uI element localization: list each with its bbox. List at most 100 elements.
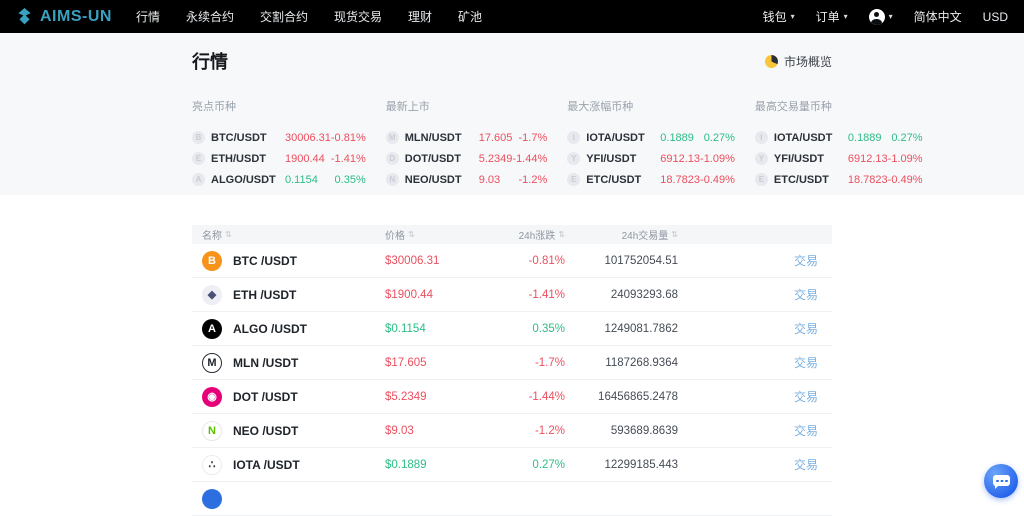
highlight-row[interactable]: Y YFI/USDT 6912.13 -1.09% <box>754 148 923 169</box>
coin-icon: Y <box>754 152 768 165</box>
nav-item-4[interactable]: 理财 <box>408 10 433 24</box>
highlight-column: 亮点币种 B BTC/USDT 30006.31 -0.81% E ETH/US… <box>192 98 366 190</box>
table-row[interactable]: M MLN /USDT $17.605 -1.7% 1187268.9364 交… <box>192 346 832 380</box>
highlight-row[interactable]: B BTC/USDT 30006.31 -0.81% <box>192 127 366 148</box>
table-row[interactable]: ∴ IOTA /USDT $0.1889 0.27% 12299185.443 … <box>192 448 832 482</box>
pair-price: 30006.31 <box>285 131 331 144</box>
highlight-row[interactable]: E ETH/USDT 1900.44 -1.41% <box>192 148 366 169</box>
coin-icon: E <box>567 173 581 186</box>
nav-item-3[interactable]: 现货交易 <box>333 10 382 24</box>
coin-icon: N <box>385 173 399 186</box>
nav-item-0[interactable]: 行情 <box>135 10 160 24</box>
trade-link[interactable]: 交易 <box>793 356 818 370</box>
header-volume[interactable]: 24h交易量 ⇅ <box>621 230 678 242</box>
table-row-partial[interactable] <box>192 482 832 516</box>
top-navbar: AIMS-UN 行情 永续合约 交割合约 现货交易 理财 矿池 钱包 ▾ 订单 ▾ ▾ 简… <box>0 0 1024 33</box>
highlight-row[interactable]: I IOTA/USDT 0.1889 0.27% <box>567 127 735 148</box>
volume-value: 1187268.9364 <box>605 356 678 369</box>
price-value: $0.1889 <box>385 458 427 471</box>
highlight-row[interactable]: I IOTA/USDT 0.1889 0.27% <box>754 127 923 148</box>
pair-label: ETC/USDT <box>773 173 829 186</box>
pair-change: 0.27% <box>891 131 923 144</box>
orders-menu[interactable]: 订单 ▾ <box>816 8 848 25</box>
language-label: 简体中文 <box>913 10 962 24</box>
pair-label: DOT /USDT <box>233 389 298 404</box>
highlight-row[interactable]: D DOT/USDT 5.2349 -1.44% <box>385 148 547 169</box>
pair-label: IOTA/USDT <box>773 131 833 144</box>
wallet-menu[interactable]: 钱包 ▾ <box>763 8 795 25</box>
trade-link[interactable]: 交易 <box>793 322 818 336</box>
brand-name: AIMS-UN <box>40 7 112 25</box>
pair-label: ETH /USDT <box>233 287 297 302</box>
header-name[interactable]: 名称 ⇅ <box>202 230 232 242</box>
nav-item-5[interactable]: 矿池 <box>458 10 483 24</box>
trade-link[interactable]: 交易 <box>793 424 818 438</box>
pair-label: IOTA/USDT <box>586 131 645 144</box>
highlight-row[interactable]: N NEO/USDT 9.03 -1.2% <box>385 169 547 190</box>
pair-price: 18.7823 <box>847 173 888 186</box>
table-row[interactable]: B BTC /USDT $30006.31 -0.81% 101752054.5… <box>192 244 832 278</box>
btc-coin-icon: B <box>202 250 222 271</box>
pair-price: 6912.13 <box>660 152 701 165</box>
sort-icon: ⇅ <box>408 230 415 239</box>
sort-icon: ⇅ <box>225 230 232 239</box>
algo-coin-icon: A <box>202 318 222 339</box>
coin-table-header: 名称 ⇅ 价格 ⇅ 24h涨跌 ⇅ 24h交易量 ⇅ <box>192 225 832 244</box>
pair-price: 0.1154 <box>285 173 318 186</box>
wallet-label: 钱包 <box>762 10 787 24</box>
highlight-row[interactable]: Y YFI/USDT 6912.13 -1.09% <box>567 148 735 169</box>
change-value: -1.44% <box>528 390 565 403</box>
trade-link[interactable]: 交易 <box>793 390 818 404</box>
pair-price: 18.7823 <box>660 173 701 186</box>
orders-label: 订单 <box>815 10 840 24</box>
pair-label: NEO /USDT <box>233 423 299 438</box>
support-chat-button[interactable] <box>984 464 1018 498</box>
highlight-row[interactable]: E ETC/USDT 18.7823 -0.49% <box>754 169 923 190</box>
highlight-column: 最新上市 M MLN/USDT 17.605 -1.7% D DOT/USDT … <box>385 98 548 190</box>
coin-table-body: B BTC /USDT $30006.31 -0.81% 101752054.5… <box>192 244 832 482</box>
mln-coin-icon: M <box>202 352 222 373</box>
nav-item-2[interactable]: 交割合约 <box>259 10 308 24</box>
pair-label: ALGO/USDT <box>211 173 276 186</box>
trade-link[interactable]: 交易 <box>793 254 818 268</box>
table-row[interactable]: ◉ DOT /USDT $5.2349 -1.44% 16456865.2478… <box>192 380 832 414</box>
nav-item-1[interactable]: 永续合约 <box>185 10 234 24</box>
dot-coin-icon: ◉ <box>202 386 222 407</box>
table-row[interactable]: N NEO /USDT $9.03 -1.2% 593689.8639 交易 <box>192 414 832 448</box>
highlight-column-title: 亮点币种 <box>192 101 236 113</box>
coin-icon: E <box>192 152 205 165</box>
coin-table: 名称 ⇅ 价格 ⇅ 24h涨跌 ⇅ 24h交易量 ⇅ B BTC /USDT $… <box>192 225 832 516</box>
brand-logo[interactable]: AIMS-UN <box>16 8 112 26</box>
highlight-row[interactable]: M MLN/USDT 17.605 -1.7% <box>385 127 548 148</box>
currency-switcher[interactable]: USD <box>983 10 1008 24</box>
price-value: $5.2349 <box>385 390 427 403</box>
pair-label: DOT/USDT <box>404 152 461 165</box>
highlight-column-title: 最新上市 <box>385 101 430 113</box>
header-change[interactable]: 24h涨跌 ⇅ <box>518 230 565 242</box>
brand-diamond-icon <box>16 8 33 25</box>
pair-label: YFI/USDT <box>586 152 637 165</box>
highlight-row[interactable]: E ETC/USDT 18.7823 -0.49% <box>567 169 735 190</box>
pair-change: -1.09% <box>700 152 735 165</box>
volume-value: 16456865.2478 <box>598 390 678 403</box>
change-value: 0.27% <box>532 458 565 471</box>
trade-link[interactable]: 交易 <box>793 458 818 472</box>
chevron-down-icon: ▾ <box>888 12 893 21</box>
table-row[interactable]: A ALGO /USDT $0.1154 0.35% 1249081.7862 … <box>192 312 832 346</box>
trade-link[interactable]: 交易 <box>793 288 818 302</box>
coin-icon: M <box>385 131 399 144</box>
highlight-row[interactable]: A ALGO/USDT 0.1154 0.35% <box>192 169 366 190</box>
sort-icon: ⇅ <box>558 230 565 239</box>
chevron-down-icon: ▾ <box>843 12 848 21</box>
pair-label: YFI/USDT <box>773 152 825 165</box>
account-menu[interactable]: ▾ <box>868 8 893 25</box>
pair-price: 0.1889 <box>660 131 694 144</box>
header-price[interactable]: 价格 ⇅ <box>385 230 415 242</box>
pair-change: -1.7% <box>518 131 548 144</box>
next-coin-icon <box>202 488 222 509</box>
eth-coin-icon: ◆ <box>202 284 222 305</box>
market-overview-link[interactable]: 市场概览 <box>764 53 832 70</box>
neo-coin-icon: N <box>202 420 222 441</box>
language-switcher[interactable]: 简体中文 <box>914 8 962 25</box>
table-row[interactable]: ◆ ETH /USDT $1900.44 -1.41% 24093293.68 … <box>192 278 832 312</box>
